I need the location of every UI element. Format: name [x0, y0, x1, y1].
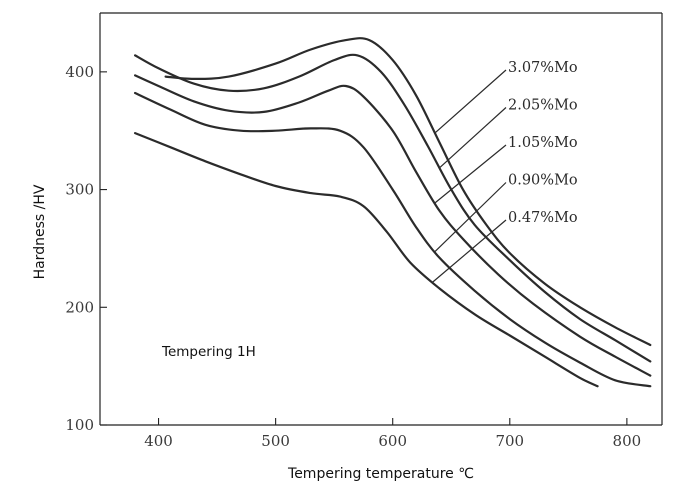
- y-ticks: 100 200 300 400: [65, 63, 107, 434]
- legend-label: 2.05%Mo: [508, 98, 578, 114]
- series-line-5: [134, 132, 599, 388]
- x-tick-label: 600: [378, 432, 407, 450]
- legend-label: 0.47%Mo: [508, 210, 578, 226]
- legend-label: 3.07%Mo: [508, 60, 578, 76]
- plot-frame: [99, 12, 663, 426]
- y-tick-label: 300: [65, 181, 94, 199]
- x-tick-label: 400: [144, 432, 173, 450]
- legend-leader-line: [434, 144, 507, 204]
- x-axis-title: Tempering temperature ℃: [287, 466, 474, 482]
- legend-leader-line: [439, 107, 507, 169]
- legend-leader-line: [434, 69, 507, 134]
- legend-labels: 3.07%Mo 2.05%Mo 1.05%Mo 0.90%Mo 0.47%Mo: [508, 60, 578, 226]
- tempering-annotation: Tempering 1H: [161, 344, 256, 360]
- legend-label: 1.05%Mo: [508, 135, 578, 151]
- x-ticks: 400 500 600 700 800: [144, 418, 641, 450]
- y-axis-title: Hardness /HV: [32, 184, 48, 279]
- series-line-2: [134, 53, 652, 363]
- series-lines: [134, 37, 652, 388]
- y-tick-label: 100: [65, 416, 94, 434]
- x-tick-label: 700: [495, 432, 524, 450]
- x-tick-label: 800: [613, 432, 642, 450]
- legend-leader-line: [432, 219, 507, 283]
- x-tick-label: 500: [261, 432, 290, 450]
- leader-lines: [432, 69, 507, 283]
- series-line-1: [164, 37, 652, 347]
- y-tick-label: 400: [65, 63, 94, 81]
- y-tick-label: 200: [65, 298, 94, 316]
- series-line-4: [134, 91, 652, 388]
- series-line-3: [134, 74, 652, 377]
- legend-leader-line: [434, 182, 507, 253]
- legend-label: 0.90%Mo: [508, 173, 578, 189]
